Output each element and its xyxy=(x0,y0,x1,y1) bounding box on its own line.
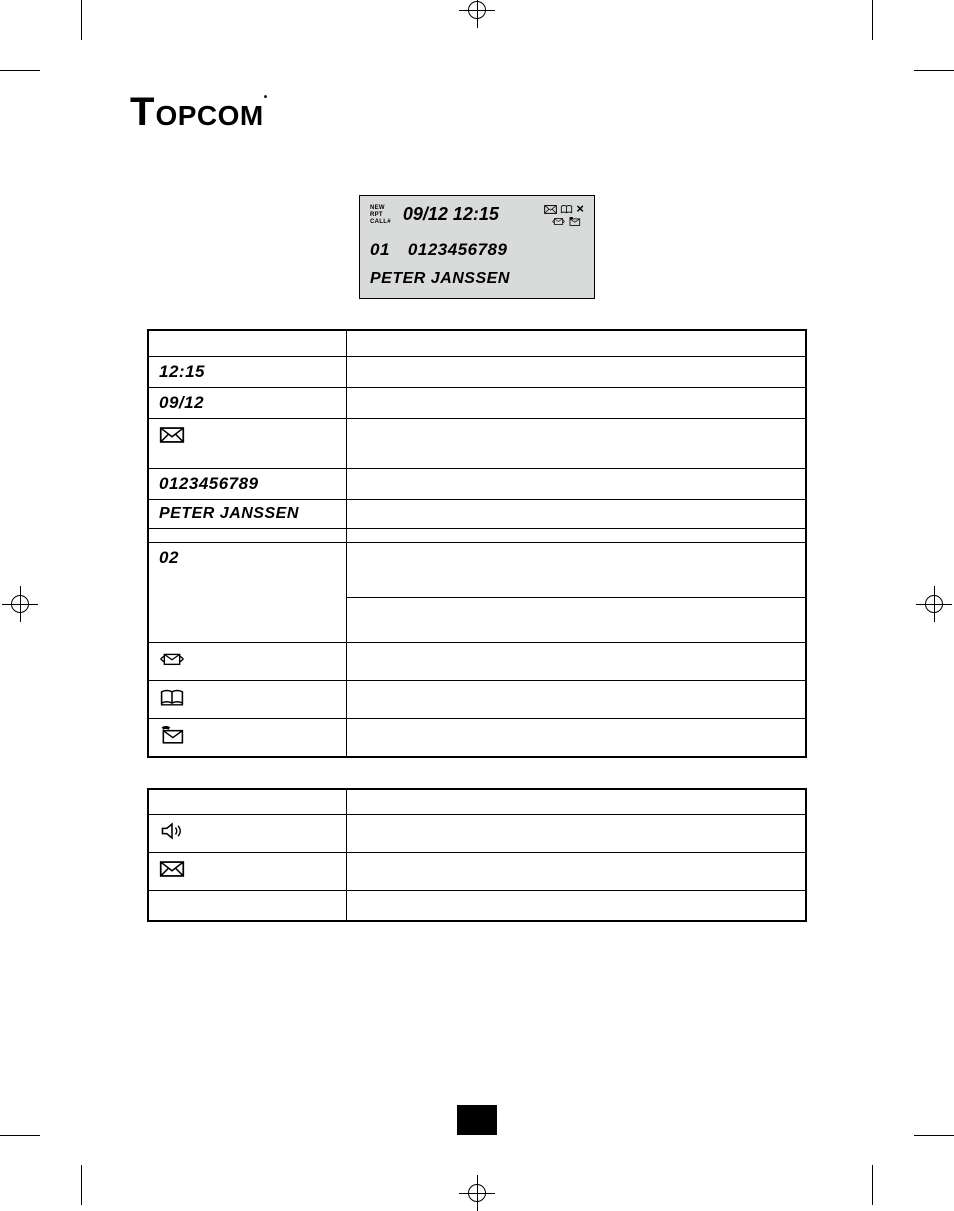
crop-mark xyxy=(872,1165,873,1205)
envelope-icon xyxy=(159,858,185,880)
lcd-indicators: NEW RPT CALL# xyxy=(370,205,391,226)
page-number-block xyxy=(457,1105,497,1135)
crop-mark xyxy=(81,0,82,40)
seg-name: PETER JANSSEN xyxy=(159,505,299,522)
cell-envelope-handset xyxy=(148,718,346,757)
topcom-logo: TOPCOM• xyxy=(130,90,874,135)
indicator-new: NEW xyxy=(370,205,391,212)
cell-desc xyxy=(346,891,806,921)
registration-mark-top xyxy=(459,0,495,28)
cell-name: PETER JANSSEN xyxy=(148,499,346,528)
lcd-date: 09/12 xyxy=(403,204,448,224)
table-header-right xyxy=(346,789,806,815)
book-icon xyxy=(159,686,185,708)
table-row xyxy=(148,528,806,542)
speaker-icon xyxy=(159,820,185,842)
indicator-call-num: CALL# xyxy=(370,219,391,226)
lcd-icon-cluster: × xyxy=(544,204,584,227)
cell-desc xyxy=(346,468,806,499)
seg-phone: 0123456789 xyxy=(159,474,259,493)
seg-time: 12:15 xyxy=(159,362,205,381)
table-row xyxy=(148,718,806,757)
table-header-left xyxy=(148,789,346,815)
table-row xyxy=(148,680,806,718)
cell-desc xyxy=(346,815,806,853)
envelope-arrows-icon xyxy=(552,216,565,227)
table-row xyxy=(148,642,806,680)
cell-blank xyxy=(148,891,346,921)
cell-desc xyxy=(346,597,806,642)
cell-phone: 0123456789 xyxy=(148,468,346,499)
logo-rest: OPCOM xyxy=(155,100,263,131)
lcd-datetime: 09/12 12:15 xyxy=(403,204,499,225)
cell-speaker xyxy=(148,815,346,853)
cell-desc xyxy=(346,387,806,418)
lcd-display: NEW RPT CALL# 09/12 12:15 × 0101234 xyxy=(359,195,595,299)
logo-dot: • xyxy=(264,92,269,103)
registration-mark-bottom xyxy=(459,1175,495,1211)
table-header-left xyxy=(148,330,346,356)
table-row: 09/12 xyxy=(148,387,806,418)
book-icon xyxy=(560,204,573,215)
lcd-number-row: 01 0123456789 xyxy=(370,240,584,260)
lcd-caller-name: PETER JANSSEN xyxy=(370,270,584,288)
lcd-top-row: NEW RPT CALL# 09/12 12:15 × xyxy=(370,204,584,226)
envelope-handset-icon xyxy=(159,724,185,746)
table-row xyxy=(148,815,806,853)
cell-seq: 02 xyxy=(148,542,346,642)
crop-mark xyxy=(914,70,954,71)
cell-desc xyxy=(346,542,806,597)
table-row xyxy=(148,418,806,468)
envelope-icon xyxy=(159,424,185,446)
lcd-phone: 0123456789 xyxy=(408,240,508,259)
cell-envelope xyxy=(148,418,346,468)
table-row: 0123456789 xyxy=(148,468,806,499)
cell-desc xyxy=(346,853,806,891)
info-table-1: 12:15 09/12 0123456789 PETER JANSSEN 02 xyxy=(147,329,807,758)
envelope-handset-icon xyxy=(568,216,581,227)
cell-envelope xyxy=(148,853,346,891)
lcd-time: 12:15 xyxy=(453,204,499,224)
cell-desc xyxy=(346,418,806,468)
cell-envelope-arrows xyxy=(148,642,346,680)
table-row xyxy=(148,891,806,921)
page-content: TOPCOM• NEW RPT CALL# 09/12 12:15 × xyxy=(80,40,874,952)
cell-desc xyxy=(346,499,806,528)
cell-desc xyxy=(346,528,806,542)
crop-mark xyxy=(872,0,873,40)
info-table-2 xyxy=(147,788,807,922)
cell-desc xyxy=(346,680,806,718)
table-row: PETER JANSSEN xyxy=(148,499,806,528)
crop-mark xyxy=(0,70,40,71)
cell-time: 12:15 xyxy=(148,356,346,387)
cell-date: 09/12 xyxy=(148,387,346,418)
envelope-arrows-icon xyxy=(159,648,185,670)
crop-mark xyxy=(0,1135,40,1136)
seg-seq: 02 xyxy=(159,548,179,567)
crop-mark xyxy=(914,1135,954,1136)
envelope-icon xyxy=(544,204,557,215)
table-row: 02 xyxy=(148,542,806,597)
table-header-row xyxy=(148,330,806,356)
table-header-row xyxy=(148,789,806,815)
cell-book xyxy=(148,680,346,718)
cell-desc xyxy=(346,356,806,387)
table-row: 12:15 xyxy=(148,356,806,387)
logo-letter: T xyxy=(130,90,155,135)
table-row xyxy=(148,853,806,891)
cell-desc xyxy=(346,642,806,680)
indicator-rpt: RPT xyxy=(370,212,391,219)
x-icon: × xyxy=(576,204,584,215)
crop-mark xyxy=(81,1165,82,1205)
cell-blank xyxy=(148,528,346,542)
registration-mark-left xyxy=(2,586,38,622)
table-header-right xyxy=(346,330,806,356)
registration-mark-right xyxy=(916,586,952,622)
lcd-sequence: 01 xyxy=(370,240,390,259)
cell-desc xyxy=(346,718,806,757)
seg-date: 09/12 xyxy=(159,393,204,412)
